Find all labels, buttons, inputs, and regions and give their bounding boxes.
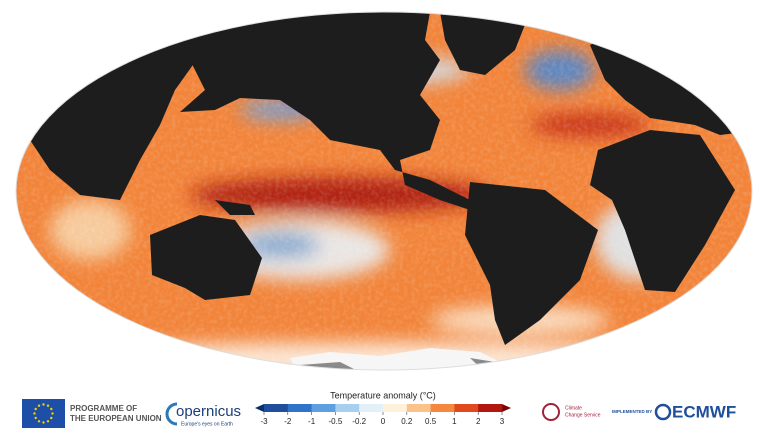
copernicus-logo	[165, 402, 178, 426]
eu-star	[46, 404, 50, 407]
copernicus-name: opernicus	[176, 403, 241, 420]
eu-star	[42, 421, 45, 424]
colorbar-segment	[287, 404, 312, 412]
colorbar-tick-label: -2	[284, 417, 292, 426]
colorbar-segment	[359, 404, 384, 412]
map	[16, 12, 752, 370]
eu-star	[34, 407, 37, 411]
colorbar-segment	[478, 404, 503, 412]
colorbar: -3 -2 -1 -0.5 -0.2 0 0.2 0.5 1 2 3	[255, 404, 511, 426]
colorbar-segment	[264, 404, 289, 412]
colorbar-segment	[406, 404, 431, 412]
colorbar-under	[255, 404, 264, 412]
colorbar-tick-label: 1	[452, 417, 457, 426]
eu-star	[46, 420, 50, 423]
colorbar-tick-label: -1	[308, 417, 316, 426]
colorbar-over	[502, 404, 511, 412]
eu-star	[34, 416, 37, 420]
colorbar-segment	[311, 404, 336, 412]
copernicus-tagline: Europe's eyes on Earth	[181, 421, 233, 427]
climate-text: Climate	[565, 405, 582, 411]
eu-star	[37, 404, 41, 407]
colorbar-tick-label: -0.5	[329, 417, 343, 426]
colorbar-segment	[454, 404, 479, 412]
colorbar-tick-label: -3	[260, 417, 268, 426]
legend-title: Temperature anomaly (°C)	[330, 390, 436, 400]
colorbar-tick-label: 0.5	[425, 417, 437, 426]
eu-star	[51, 412, 54, 415]
colorbar-segment	[335, 404, 360, 412]
climate-logo	[542, 403, 560, 421]
ecmwf-text: ECMWF	[672, 402, 736, 421]
colorbar-tick-label: 0.2	[401, 417, 413, 426]
eu-star	[50, 416, 53, 420]
colorbar-tick-label: 3	[500, 417, 505, 426]
eu-star	[50, 407, 53, 411]
colorbar-segment	[383, 404, 408, 412]
colorbar-tick-label: -0.2	[352, 417, 366, 426]
implemented-text: IMPLEMENTED BY	[612, 409, 652, 414]
eu-star	[42, 403, 45, 406]
eu-text: THE EUROPEAN UNION	[70, 414, 162, 423]
eu-stars	[33, 403, 54, 424]
colorbar-segment	[430, 404, 455, 412]
colorbar-tick-label: 2	[476, 417, 481, 426]
eu-star	[33, 412, 36, 415]
eu-star	[37, 420, 41, 423]
eu-text: PROGRAMME OF	[70, 404, 137, 413]
colorbar-tick-label: 0	[381, 417, 386, 426]
ecmwf-logo	[654, 403, 672, 421]
climate-text: Change Service	[565, 412, 601, 418]
